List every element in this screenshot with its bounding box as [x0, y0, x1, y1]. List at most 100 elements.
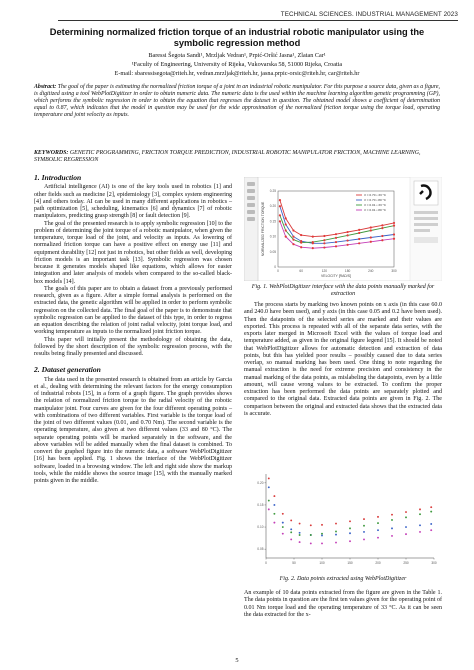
data-point — [321, 523, 323, 526]
data-point — [298, 541, 301, 544]
data-point — [267, 508, 270, 511]
series-line — [279, 199, 395, 238]
data-point — [281, 521, 284, 524]
marked-point[interactable] — [358, 242, 361, 245]
marked-point[interactable] — [392, 224, 396, 227]
right-column-upper: The process starts by marking two known … — [244, 302, 442, 418]
x-tick-label: 300 — [391, 269, 397, 273]
marked-point[interactable] — [358, 237, 361, 241]
marked-point[interactable] — [369, 226, 372, 229]
marked-point[interactable] — [284, 223, 287, 226]
marked-point[interactable] — [284, 229, 287, 232]
marked-point[interactable] — [278, 199, 282, 202]
data-point — [363, 524, 365, 527]
marked-point[interactable] — [292, 229, 295, 232]
marked-point[interactable] — [300, 240, 303, 243]
plot-frame — [277, 190, 395, 268]
data-point — [391, 534, 393, 537]
y-tick-label: 0.25 — [270, 189, 276, 193]
page-number: 5 — [235, 657, 239, 664]
marked-point[interactable] — [334, 240, 338, 244]
marked-point[interactable] — [334, 233, 338, 236]
data-point — [335, 530, 337, 533]
marked-point[interactable] — [300, 246, 303, 249]
intro-paragraph-3: The goals of this paper are to obtain a … — [34, 285, 232, 336]
marked-point[interactable] — [381, 234, 384, 238]
data-point — [273, 503, 276, 506]
marked-point[interactable] — [278, 214, 282, 217]
marked-point[interactable] — [346, 230, 349, 234]
x-tick-label: 120 — [322, 269, 328, 273]
marked-point[interactable] — [292, 235, 295, 238]
marked-point[interactable] — [300, 233, 303, 237]
marked-point[interactable] — [392, 233, 396, 236]
marked-point[interactable] — [346, 243, 349, 246]
marked-point[interactable] — [284, 235, 287, 238]
panel-controls — [414, 211, 438, 243]
data-point — [363, 530, 365, 533]
data-point — [298, 531, 301, 534]
data-point — [430, 510, 433, 513]
legend-label: τl = 0.70 • 33 °C — [364, 193, 387, 197]
x-tick-label: 0 — [277, 269, 279, 273]
y-tick-label: 0 — [274, 265, 276, 269]
right-paragraph-2: An example of 10 data points extracted f… — [244, 590, 442, 618]
legend-label: τl = 0.01 • 80 °C — [364, 208, 387, 212]
marked-point[interactable] — [278, 205, 282, 208]
marked-point[interactable] — [323, 246, 326, 249]
abstract-label: Abstract: — [34, 84, 57, 90]
marked-point[interactable] — [323, 234, 326, 238]
marked-point[interactable] — [346, 239, 349, 242]
marked-point[interactable] — [381, 226, 384, 230]
y-tick-label: 0.05 — [270, 250, 276, 254]
marked-point[interactable] — [369, 240, 372, 243]
data-point — [290, 538, 293, 541]
marked-point[interactable] — [358, 228, 361, 232]
marked-point[interactable] — [292, 243, 295, 246]
x-tick-label: 200 — [375, 561, 381, 565]
data-point — [363, 518, 365, 521]
y-tick-label: 0.10 — [257, 525, 263, 529]
section-title-dataset: 2. Dataset generation — [34, 365, 101, 375]
data-point — [377, 529, 379, 532]
data-point — [405, 516, 407, 519]
x-tick-label: 300 — [431, 561, 437, 565]
marked-point[interactable] — [323, 242, 326, 245]
marked-point[interactable] — [323, 239, 326, 242]
marked-point[interactable] — [284, 217, 287, 220]
marked-point[interactable] — [392, 221, 396, 225]
marked-point[interactable] — [278, 220, 282, 223]
data-point — [309, 534, 312, 536]
webplotdigitizer-screenshot: 0.25 0.20 0.15 0.10 0.05 00 60 120 180 240 300 VELO… — [243, 176, 443, 282]
marked-point[interactable] — [334, 245, 338, 248]
data-point — [419, 530, 421, 533]
marked-point[interactable] — [381, 239, 384, 242]
figure-2: 0 50 100 150 200 250 300 0.20 0.15 0.10 0.05 — [244, 468, 442, 572]
data-point — [419, 524, 421, 527]
data-point — [349, 527, 351, 530]
y-tick-label: 0.10 — [270, 235, 276, 239]
marked-point[interactable] — [311, 240, 314, 244]
marked-point[interactable] — [292, 238, 295, 241]
data-point — [391, 513, 393, 516]
marked-point[interactable] — [311, 235, 314, 238]
data-point — [290, 519, 293, 522]
figure-2-caption: Fig. 2. Data points extracted using WebP… — [279, 576, 407, 582]
data-point — [321, 542, 323, 545]
data-point — [281, 532, 284, 535]
marked-point[interactable] — [311, 247, 314, 250]
data-point — [309, 542, 312, 545]
marked-point[interactable] — [381, 224, 384, 227]
marked-point[interactable] — [334, 236, 338, 239]
marked-point[interactable] — [358, 231, 361, 235]
marked-point[interactable] — [300, 241, 303, 244]
marked-point[interactable] — [369, 236, 372, 239]
data-point — [290, 528, 293, 531]
affiliation: ¹Faculty of Engineering, University of R… — [131, 61, 343, 68]
x-axis-title: VELOCITY [RAD/S] — [321, 274, 351, 278]
marked-point[interactable] — [392, 237, 396, 240]
series-line — [279, 215, 395, 244]
marked-point[interactable] — [346, 234, 349, 237]
marked-point[interactable] — [369, 229, 372, 232]
right-column-lower: An example of 10 data points extracted f… — [244, 590, 442, 619]
